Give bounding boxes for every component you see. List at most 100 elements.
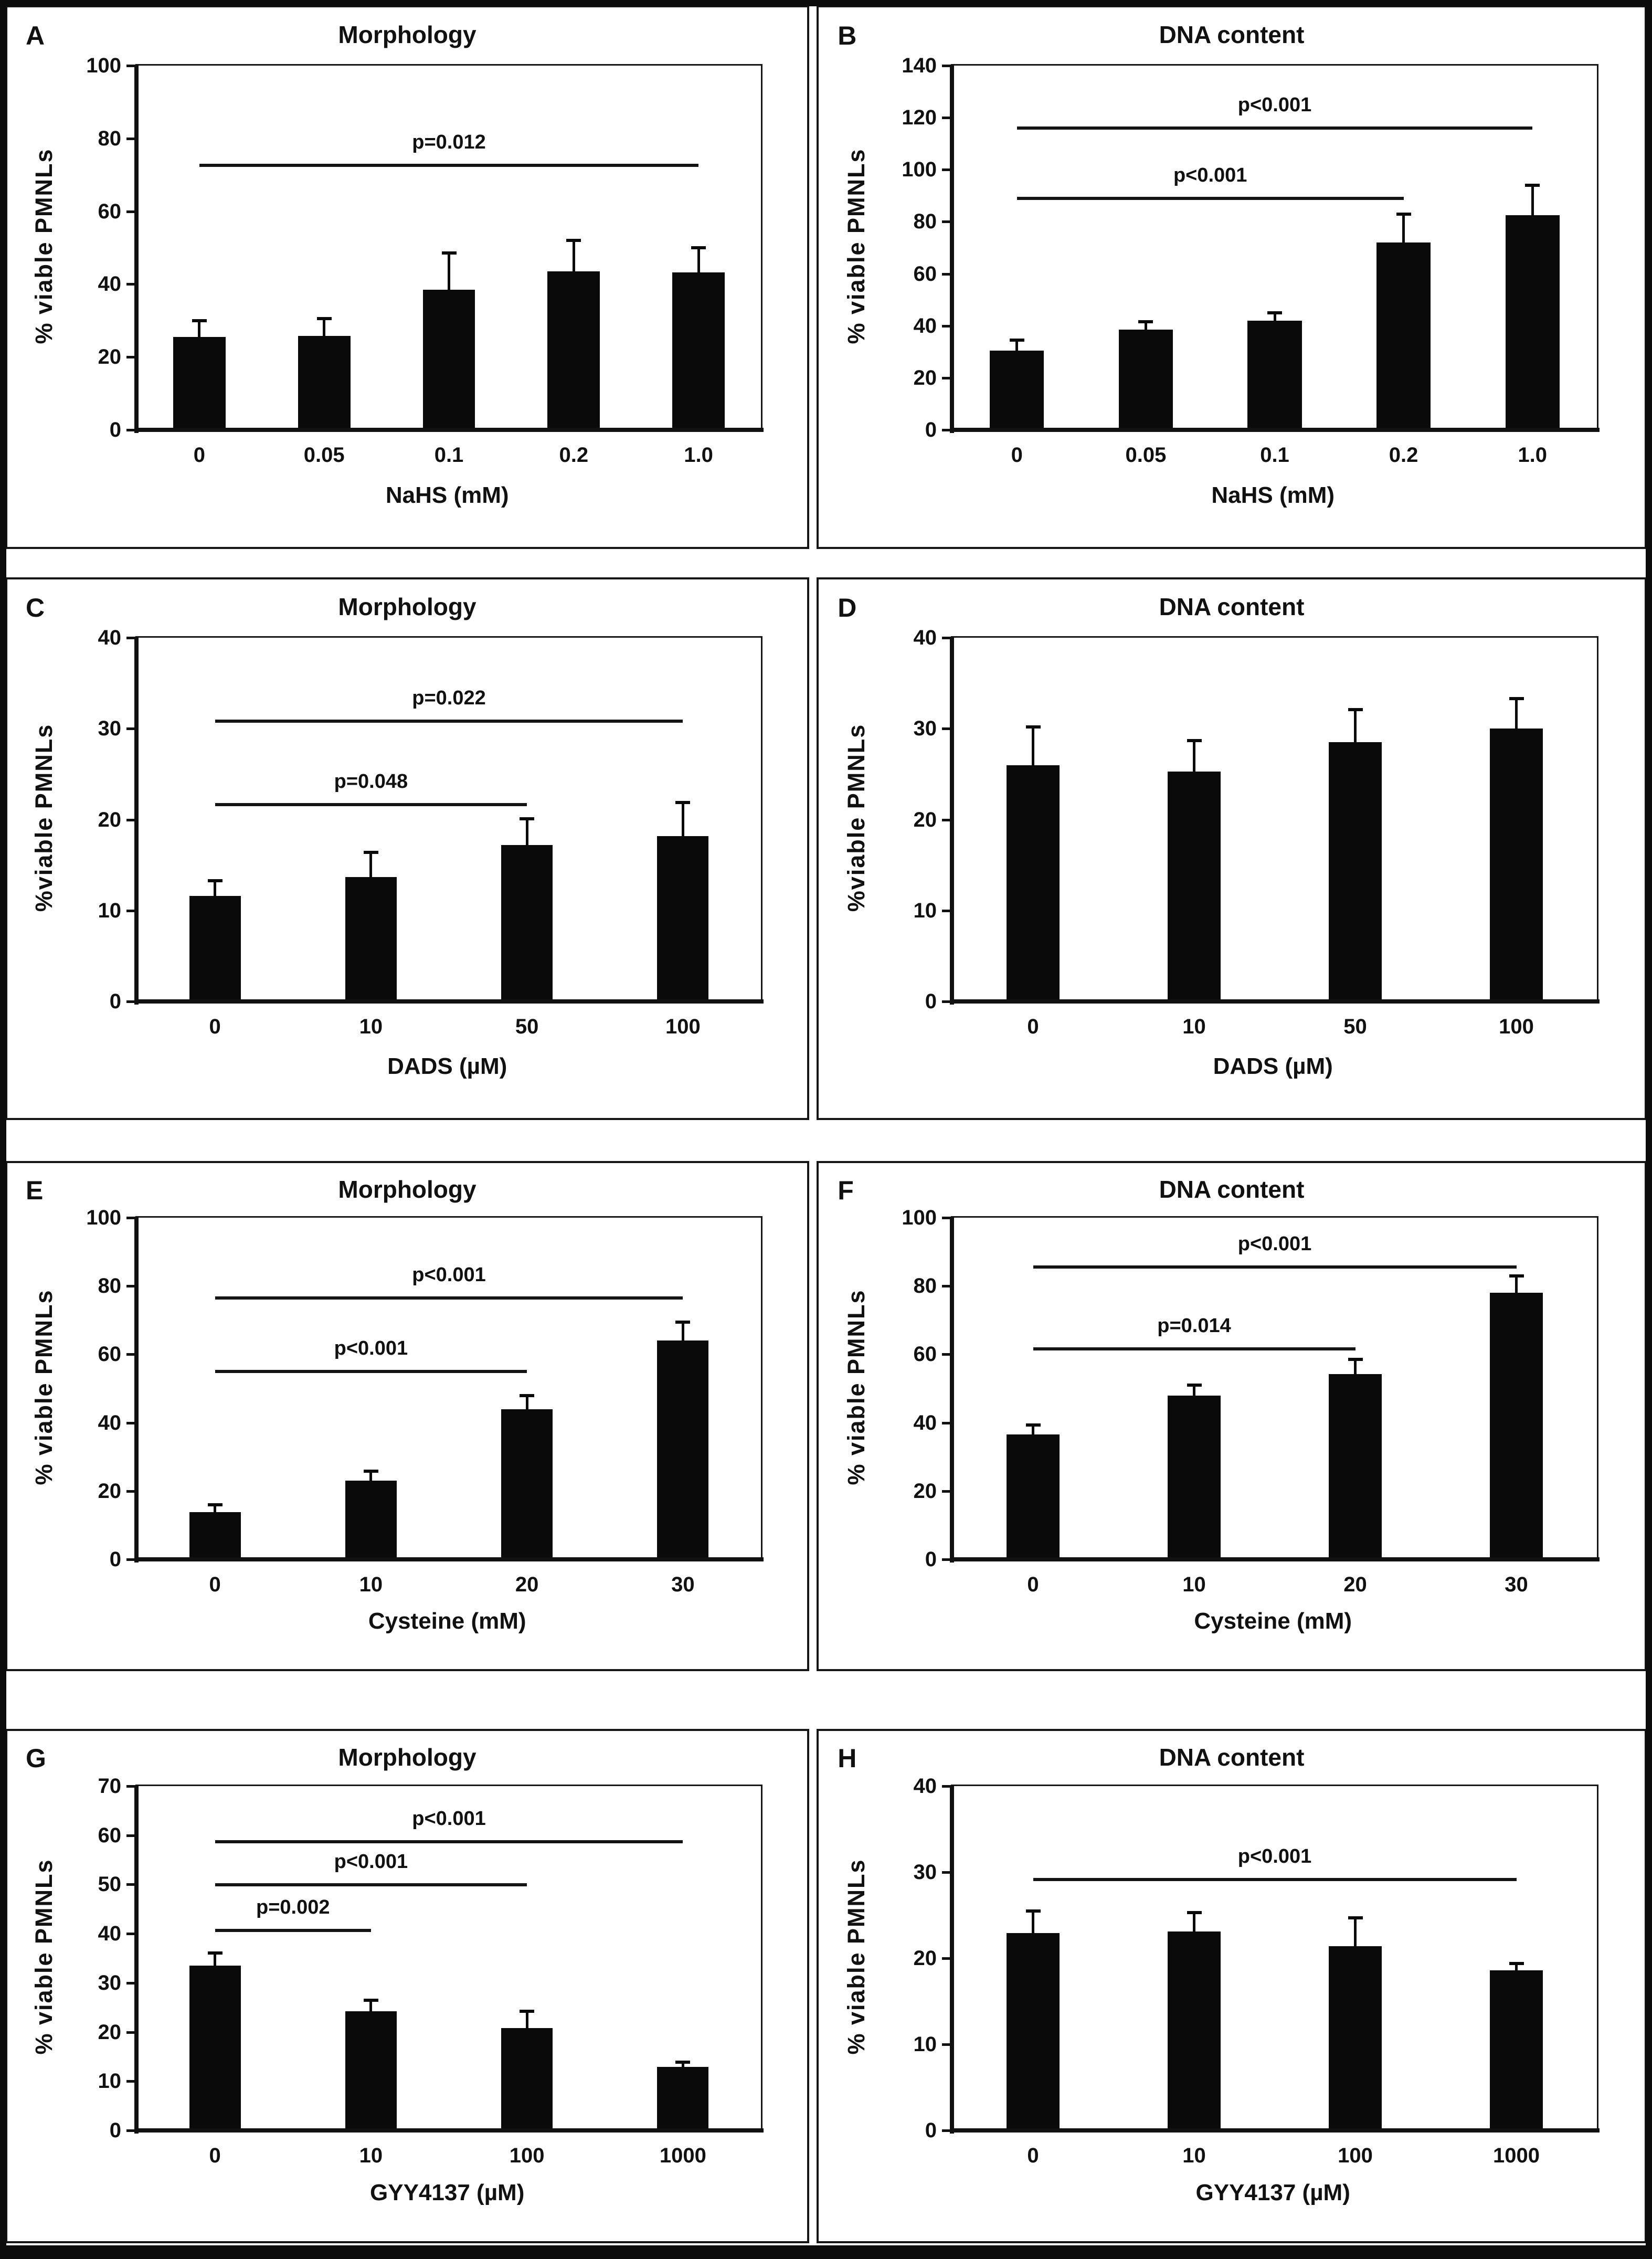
bar xyxy=(657,2067,709,2130)
x-tick-label: 0 xyxy=(209,1015,221,1038)
x-tick-label: 30 xyxy=(1505,1573,1528,1596)
bar xyxy=(1376,242,1431,430)
y-tick-mark xyxy=(126,1353,135,1356)
significance-line xyxy=(215,719,683,723)
panel-letter: C xyxy=(26,593,45,622)
panel-letter: D xyxy=(838,593,857,622)
y-tick-mark xyxy=(126,137,135,140)
bar xyxy=(1167,1395,1221,1559)
y-tick-label: 0 xyxy=(925,990,937,1013)
x-axis-label: DADS (µM) xyxy=(1213,1053,1333,1079)
x-tick-label: 20 xyxy=(1343,1573,1367,1596)
panel-title: DNA content xyxy=(1159,1176,1305,1204)
bar xyxy=(1167,771,1221,1001)
panel-letter: A xyxy=(26,20,45,50)
panel-title: DNA content xyxy=(1159,20,1305,48)
plot-area: 0 10 20 30 40 0 10 50 100 xyxy=(914,626,1600,1038)
x-tick-label: 100 xyxy=(509,2144,545,2167)
y-tick-mark xyxy=(942,1871,951,1874)
y-tick-mark xyxy=(126,1490,135,1493)
x-axis-label: Cysteine (mM) xyxy=(368,1608,526,1634)
x-tick-label: 0.1 xyxy=(434,444,464,467)
panel-letter: G xyxy=(26,1744,46,1774)
y-tick-mark xyxy=(126,1558,135,1561)
bar xyxy=(173,337,226,430)
error-bar xyxy=(681,802,684,837)
y-tick-mark xyxy=(942,1490,951,1493)
x-axis-label: NaHS (mM) xyxy=(385,482,509,508)
panel-letter: B xyxy=(838,20,857,50)
y-tick-mark xyxy=(126,1217,135,1219)
error-bar xyxy=(214,880,217,897)
error-bar-cap xyxy=(691,246,706,249)
y-tick-label: 20 xyxy=(98,345,122,369)
y-tick-label: 0 xyxy=(109,990,121,1013)
significance-label: p=0.012 xyxy=(412,131,486,154)
y-tick-mark xyxy=(942,1421,951,1424)
error-bar xyxy=(1193,1385,1195,1397)
panel-g: G Morphology % viable PMNLs GYY4137 (µM)… xyxy=(5,1729,809,2243)
x-tick-label: 50 xyxy=(515,1015,539,1038)
error-bar xyxy=(1515,1275,1518,1294)
x-tick-label: 0 xyxy=(1011,444,1023,467)
y-axis-line xyxy=(950,65,954,433)
error-bar-cap xyxy=(1009,338,1024,342)
y-tick-label: 50 xyxy=(98,1873,122,1896)
x-axis-line xyxy=(950,428,1600,432)
error-bar xyxy=(525,818,528,846)
y-tick-label: 80 xyxy=(913,1274,937,1298)
bar xyxy=(345,1481,397,1559)
error-bar xyxy=(681,1322,684,1342)
bar xyxy=(1118,330,1173,430)
y-tick-label: 20 xyxy=(98,2020,122,2044)
x-tick-label: 0 xyxy=(1027,1015,1039,1038)
panel-b: B DNA content % viable PMNLs NaHS (mM) 0… xyxy=(817,5,1647,549)
error-bar xyxy=(1531,185,1534,217)
y-tick-label: 80 xyxy=(913,210,937,234)
y-tick-mark xyxy=(126,210,135,213)
plot-area: 0 20 40 60 80 100 0 10 20 30 p<0.001 p=0.014 xyxy=(902,1206,1600,1596)
error-bar-cap xyxy=(1348,1358,1363,1361)
significance-line xyxy=(215,1296,683,1300)
x-axis-label: GYY4137 (µM) xyxy=(370,2180,525,2206)
error-bar-cap xyxy=(207,879,223,882)
y-tick-mark xyxy=(126,637,135,639)
error-bar xyxy=(572,240,575,273)
y-axis-label: %viable PMNLs xyxy=(843,723,870,912)
y-tick-label: 60 xyxy=(98,1343,122,1366)
y-tick-mark xyxy=(126,1933,135,1936)
error-bar xyxy=(1354,709,1357,744)
plot-area: 0 10 20 30 40 0 10 50 100 p=0.022 p=0.048 xyxy=(98,626,764,1038)
bar xyxy=(672,272,725,430)
x-tick-label: 1000 xyxy=(1493,2144,1540,2167)
y-tick-label: 100 xyxy=(902,1206,937,1229)
y-tick-mark xyxy=(942,220,951,224)
bar xyxy=(422,289,475,430)
y-tick-mark xyxy=(126,429,135,431)
x-axis-line xyxy=(950,1557,1600,1561)
bar xyxy=(501,2028,553,2130)
x-tick-label: 50 xyxy=(1343,1015,1367,1038)
bar xyxy=(189,1966,241,2130)
error-bar-cap xyxy=(520,817,535,820)
y-tick-label: 40 xyxy=(98,626,122,649)
plot-area: 0 10 20 30 40 50 60 70 0 10 100 1000 p<0.001 p<0.001 p… xyxy=(98,1775,764,2167)
x-tick-label: 10 xyxy=(359,1573,383,1596)
significance-label: p<0.001 xyxy=(1237,1845,1312,1868)
y-tick-label: 100 xyxy=(902,158,937,182)
x-tick-label: 1.0 xyxy=(684,444,713,467)
error-bar-cap xyxy=(441,251,457,255)
x-tick-label: 0 xyxy=(1027,2144,1039,2167)
error-bar xyxy=(448,253,450,291)
significance-label: p=0.048 xyxy=(334,770,408,793)
bar xyxy=(1167,1931,1221,2130)
y-axis-label: % viable PMNLs xyxy=(30,1289,58,1485)
error-bar xyxy=(525,2011,528,2030)
y-tick-mark xyxy=(126,727,135,731)
x-axis-line xyxy=(950,2128,1600,2133)
bar xyxy=(298,335,351,430)
y-tick-mark xyxy=(126,2080,135,2083)
y-tick-mark xyxy=(942,1353,951,1356)
x-tick-label: 10 xyxy=(359,1015,383,1038)
